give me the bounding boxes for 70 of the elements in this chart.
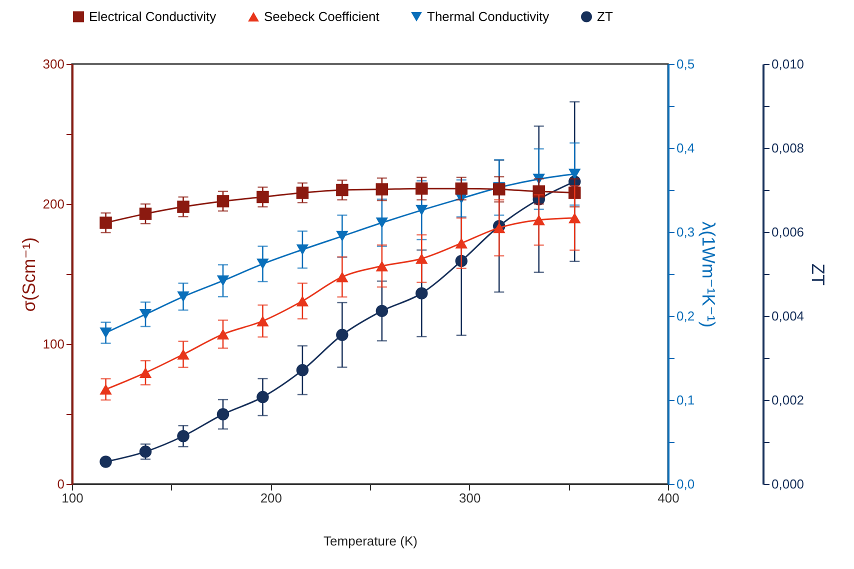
y3-tick-label: 0,004: [772, 308, 804, 324]
point: [296, 296, 309, 306]
y-tick-label: 200: [42, 196, 64, 212]
point: [568, 212, 581, 224]
y3-tick-label: 0,010: [772, 56, 804, 72]
point: [177, 200, 190, 213]
point: [455, 238, 468, 249]
point: [177, 349, 190, 360]
point: [139, 309, 152, 320]
y-tick-label: 300: [42, 56, 64, 72]
point: [416, 182, 428, 195]
point: [416, 253, 428, 264]
point: [296, 244, 309, 255]
point: [376, 217, 388, 228]
point: [177, 291, 190, 302]
point: [256, 190, 269, 204]
point: [139, 446, 152, 458]
legend-label: Seebeck Coefficient: [264, 8, 380, 24]
point: [216, 328, 230, 340]
y2-tick-label: 0,2: [676, 308, 695, 324]
point: [216, 195, 230, 208]
y2-tick-label: 0,3: [676, 224, 695, 240]
point: [376, 183, 388, 196]
point: [256, 258, 269, 270]
point: [100, 216, 112, 229]
y2-axis-title: λ(1Wm⁻¹K⁻¹): [698, 222, 719, 328]
point: [568, 168, 581, 180]
y3-tick-label: 0,000: [772, 476, 804, 492]
y2-tick-label: 0,1: [676, 392, 695, 408]
point: [532, 214, 545, 226]
point: [296, 364, 309, 376]
y2-tick-label: 0,5: [676, 56, 695, 72]
x-tick-label: 200: [260, 490, 282, 506]
point: [139, 208, 152, 220]
point: [336, 184, 348, 196]
point: [296, 186, 309, 199]
point: [455, 182, 468, 195]
point: [100, 456, 112, 468]
x-tick-label: 400: [658, 490, 680, 506]
y2-tick-label: 0,4: [676, 140, 695, 156]
y3-axis-title: ZT: [808, 264, 828, 286]
point: [336, 230, 348, 242]
legend-label: Electrical Conductivity: [89, 8, 217, 24]
y3-tick-label: 0,002: [772, 392, 804, 408]
y2-tick-label: 0,0: [676, 476, 695, 492]
y3-tick-label: 0,006: [772, 224, 804, 240]
point: [100, 384, 112, 395]
y3-tick-label: 0,008: [772, 140, 804, 156]
legend-label: Thermal Conductivity: [427, 8, 550, 24]
point: [100, 327, 112, 338]
y-axis-title: σ(Scm⁻¹): [18, 237, 39, 312]
point: [216, 275, 230, 286]
point: [416, 204, 428, 216]
y-tick-label: 0: [57, 476, 64, 492]
point: [216, 408, 230, 420]
x-tick-label: 300: [458, 490, 481, 506]
x-axis-title: Temperature (K): [324, 534, 418, 548]
point: [336, 328, 348, 342]
y-tick-label: 100: [42, 336, 64, 352]
point: [256, 316, 269, 326]
point: [177, 430, 190, 442]
point: [376, 260, 388, 272]
legend-label: ZT: [597, 8, 613, 24]
point: [139, 367, 152, 378]
point: [336, 272, 348, 282]
x-tick-label: 100: [62, 490, 84, 506]
point: [416, 287, 428, 300]
point: [376, 304, 388, 318]
point: [256, 390, 269, 404]
point: [493, 183, 506, 196]
